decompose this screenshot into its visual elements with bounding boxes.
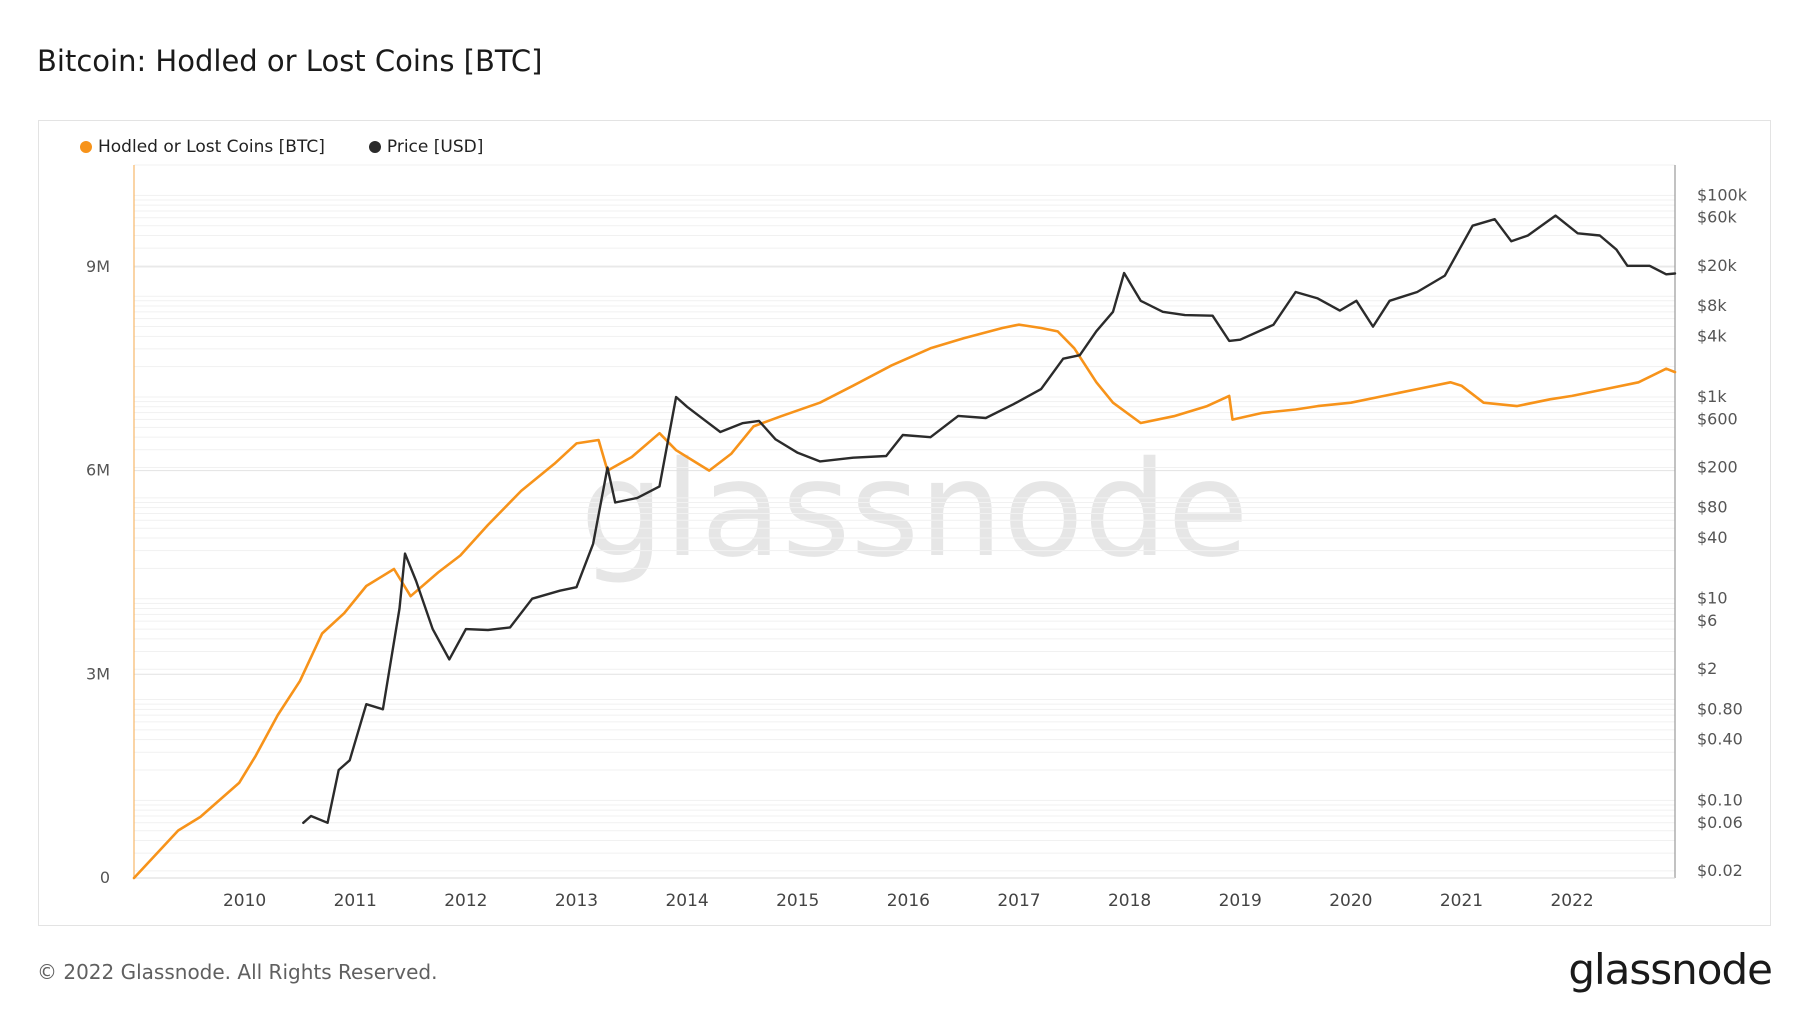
y-left-tick-label: 9M	[86, 257, 110, 276]
chart-panel	[38, 120, 1771, 926]
y-right-tick-label: $0.10	[1697, 790, 1743, 809]
y-right-tick-label: $2	[1697, 659, 1717, 678]
hodled-series-line	[132, 323, 1677, 880]
legend-label-hodled: Hodled or Lost Coins [BTC]	[98, 137, 325, 157]
x-tick-label: 2014	[665, 891, 708, 911]
x-tick-label: 2015	[776, 891, 819, 911]
legend-dot-price	[368, 141, 381, 153]
x-tick-label: 2020	[1329, 891, 1372, 911]
x-tick-label: 2022	[1550, 891, 1593, 911]
y-right-tick-label: $0.06	[1697, 813, 1743, 832]
legend-dot-hodled	[80, 141, 92, 153]
x-tick-label: 2012	[444, 891, 487, 911]
y-right-tick-label: $200	[1697, 458, 1738, 477]
x-tick-label: 2016	[887, 891, 930, 911]
x-tick-label: 2021	[1440, 891, 1483, 911]
y-right-tick-label: $10	[1697, 589, 1728, 608]
x-tick-label: 2010	[223, 891, 266, 911]
y-right-tick-label: $20k	[1697, 256, 1738, 275]
watermark: glassnode	[580, 433, 1248, 587]
y-right-tick-label: $4k	[1697, 326, 1727, 345]
y-right-tick-label: $60k	[1697, 208, 1738, 227]
price-series-line	[302, 214, 1677, 824]
y-right-tick-label: $0.40	[1697, 730, 1743, 749]
chart-legend: Hodled or Lost Coins [BTC] Price [USD]	[80, 137, 483, 157]
glassnode-logo: glassnode	[1568, 945, 1773, 994]
y-right-tick-label: $1k	[1697, 387, 1727, 406]
y-right-tick-label: $80	[1697, 498, 1728, 517]
chart-title: Bitcoin: Hodled or Lost Coins [BTC]	[37, 44, 543, 78]
copyright-text: © 2022 Glassnode. All Rights Reserved.	[37, 960, 438, 984]
y-left-tick-label: 6M	[86, 461, 110, 480]
y-right-tick-label: $100k	[1697, 185, 1748, 204]
y-left-tick-label: 3M	[86, 664, 110, 683]
legend-label-price: Price [USD]	[386, 137, 484, 157]
y-right-tick-label: $8k	[1697, 296, 1727, 315]
y-right-tick-label: $0.80	[1697, 699, 1743, 718]
y-left-tick-label: 0	[100, 868, 110, 887]
legend-item-price[interactable]: Price [USD]	[368, 137, 484, 157]
y-right-tick-label: $0.02	[1697, 861, 1743, 880]
legend-item-hodled[interactable]: Hodled or Lost Coins [BTC]	[80, 137, 325, 157]
x-tick-label: 2018	[1108, 891, 1151, 911]
x-tick-label: 2017	[997, 891, 1040, 911]
x-tick-label: 2011	[334, 891, 377, 911]
x-tick-label: 2019	[1219, 891, 1262, 911]
y-right-tick-label: $6	[1697, 611, 1717, 630]
y-right-tick-label: $600	[1697, 409, 1738, 428]
y-right-tick-label: $40	[1697, 528, 1728, 547]
x-tick-label: 2013	[555, 891, 598, 911]
